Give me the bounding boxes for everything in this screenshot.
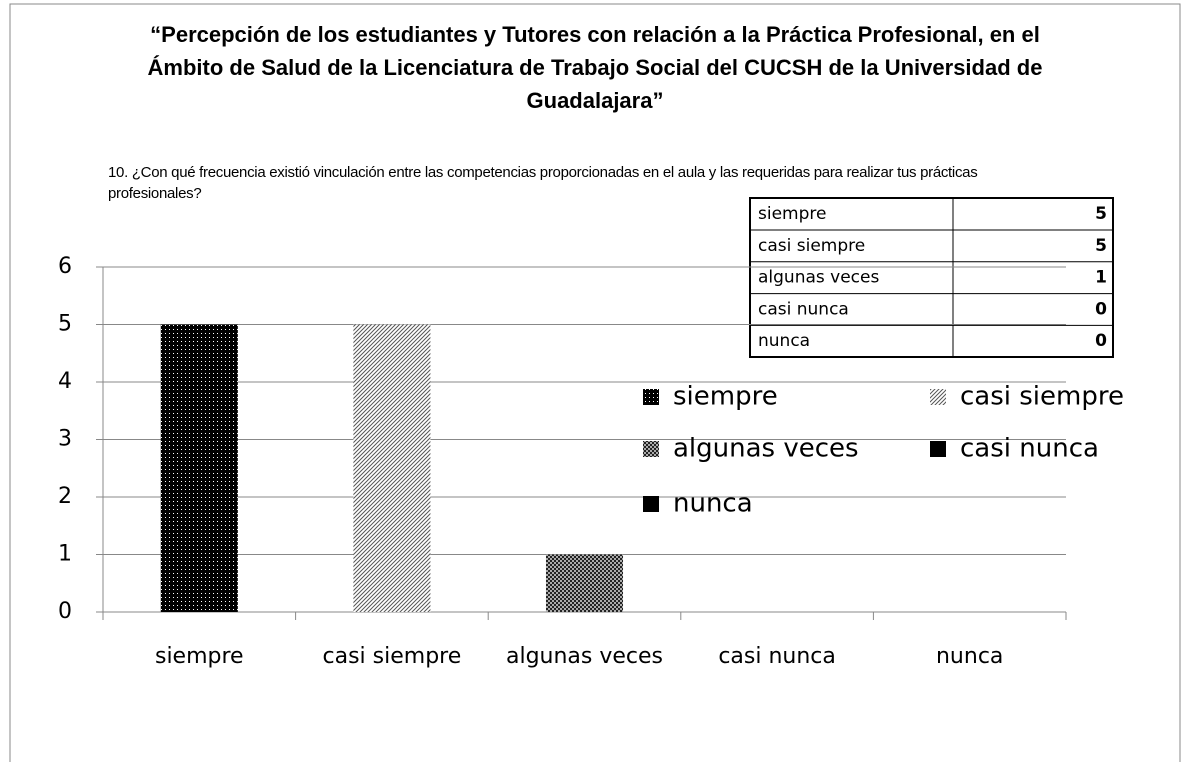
y-tick-label: 6 [58,254,72,279]
x-tick-label: algunas veces [506,644,663,669]
legend-label: casi nunca [960,434,1099,464]
legend-swatch [930,441,946,457]
x-tick-label: siempre [155,644,244,669]
legend-label: siempre [673,382,778,412]
table-value: 0 [1095,299,1107,319]
x-tick-label: nunca [936,644,1003,669]
data-table [749,197,1114,358]
table-label: casi nunca [758,299,849,319]
table-value: 0 [1095,331,1107,351]
table-label: nunca [758,331,810,351]
chart-subtitle: 10. ¿Con qué frecuencia existió vinculac… [108,164,978,202]
y-tick-label: 2 [58,484,72,509]
y-tick-label: 4 [58,369,72,394]
y-tick-label: 1 [58,542,72,567]
y-tick-label: 0 [58,599,72,624]
legend-swatch [643,389,659,405]
frame [9,3,1181,762]
x-tick-label: casi nunca [718,644,836,669]
table-label: algunas veces [758,268,879,288]
y-tick-label: 5 [58,312,72,337]
bar [545,554,624,612]
table-label: casi siempre [758,236,865,256]
legend-swatch [643,496,659,512]
legend-label: casi siempre [960,382,1124,412]
x-tick-label: casi siempre [323,644,462,669]
bar [353,324,431,612]
legend-label: nunca [673,489,753,519]
table-value: 5 [1095,204,1107,224]
legend-label: algunas veces [673,434,859,464]
bar [160,324,238,612]
chart-title: “Percepción de los estudiantes y Tutores… [147,22,1043,113]
legend-swatch [930,389,946,405]
table-value: 1 [1095,268,1107,288]
table-value: 5 [1095,236,1107,256]
legend-swatch [643,441,659,457]
y-tick-label: 3 [58,427,72,452]
table-label: siempre [758,204,826,224]
